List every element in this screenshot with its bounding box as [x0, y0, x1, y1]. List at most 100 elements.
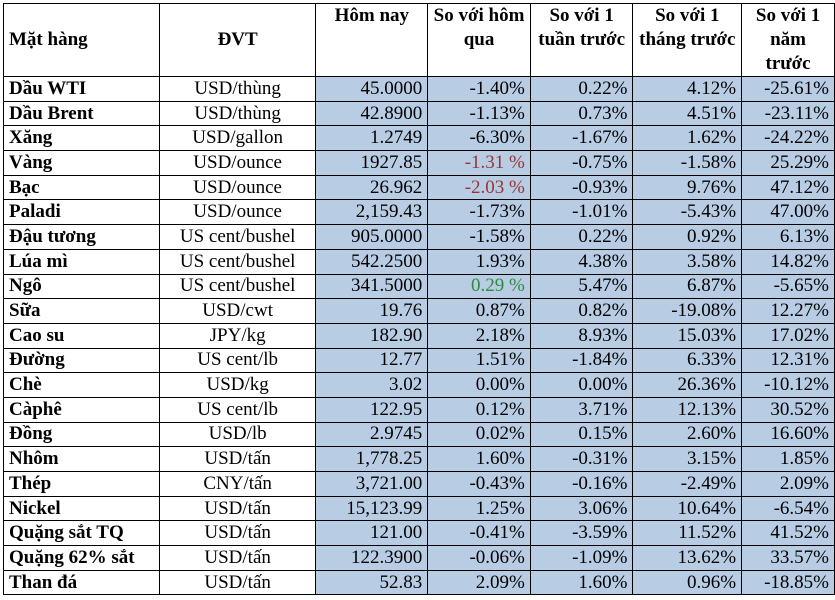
change-vs-yesterday-cell: -1.13%	[427, 100, 531, 127]
item-name-cell: Cao su	[3, 322, 160, 349]
table-row: Lúa mì US cent/bushel 542.2500 1.93% 4.38% 3.…	[3, 248, 835, 275]
change-vs-month-cell: 4.12%	[632, 76, 743, 102]
unit-cell: USD/tấn	[158, 495, 317, 522]
today-price-cell: 15,123.99	[315, 495, 429, 522]
change-vs-month-cell: 6.33%	[632, 347, 743, 374]
today-price-cell: 12.77	[315, 347, 429, 374]
unit-cell: JPY/kg	[158, 322, 317, 349]
change-vs-month-cell: 3.15%	[632, 446, 743, 472]
item-name-cell: Chè	[3, 372, 160, 398]
table-row: Thép CNY/tấn 3,721.00 -0.43% -0.16% -2.49% 2.0…	[3, 471, 835, 497]
change-vs-week-cell: 3.71%	[529, 396, 634, 423]
item-name-cell: Xăng	[3, 125, 160, 152]
change-vs-yesterday-cell: -1.31 %	[427, 150, 531, 176]
change-vs-week-cell: 0.73%	[529, 100, 634, 127]
change-vs-yesterday-cell: -0.06%	[427, 545, 531, 571]
change-vs-week-cell: 0.22%	[529, 224, 634, 250]
table-row: Sữa USD/cwt 19.76 0.87% 0.82% -19.08% 12.27%	[3, 298, 835, 324]
change-vs-week-cell: 1.60%	[529, 569, 634, 596]
unit-cell: USD/kg	[158, 372, 317, 398]
change-vs-yesterday-cell: -1.73%	[427, 199, 531, 226]
today-price-cell: 1.2749	[315, 125, 429, 152]
unit-cell: USD/ounce	[158, 199, 317, 226]
header-item: Mặt hàng	[3, 3, 160, 77]
change-vs-yesterday-cell: -0.43%	[427, 471, 531, 497]
change-vs-year-cell: 1.85%	[741, 446, 835, 472]
change-vs-month-cell: 13.62%	[632, 545, 743, 571]
table-row: Paladi USD/ounce 2,159.43 -1.73% -1.01% -5.43…	[3, 199, 835, 226]
header-vs-year: So với 1 năm trước	[741, 3, 835, 77]
change-vs-month-cell: -1.58%	[632, 150, 743, 176]
today-price-cell: 2,159.43	[315, 199, 429, 226]
change-vs-month-cell: 2.60%	[632, 421, 743, 448]
today-price-cell: 122.95	[315, 396, 429, 423]
change-vs-year-cell: 17.02%	[741, 322, 835, 349]
change-vs-month-cell: 26.36%	[632, 372, 743, 398]
item-name-cell: Nickel	[3, 495, 160, 522]
table-row: Quặng 62% sắt USD/tấn 122.3900 -0.06% -1.09%…	[3, 545, 835, 571]
change-vs-week-cell: -1.84%	[529, 347, 634, 374]
change-vs-year-cell: -18.85%	[741, 569, 835, 596]
header-vs-week: So với 1 tuần trước	[529, 3, 634, 77]
table-row: Càphê US cent/lb 122.95 0.12% 3.71% 12.13% 30.…	[3, 396, 835, 423]
item-name-cell: Sữa	[3, 298, 160, 324]
change-vs-week-cell: -1.01%	[529, 199, 634, 226]
unit-cell: US cent/lb	[158, 396, 317, 423]
change-vs-yesterday-cell: 0.02%	[427, 421, 531, 448]
today-price-cell: 122.3900	[315, 545, 429, 571]
item-name-cell: Dầu WTI	[3, 76, 160, 102]
change-vs-year-cell: -25.61%	[741, 76, 835, 102]
change-vs-yesterday-cell: 0.12%	[427, 396, 531, 423]
today-price-cell: 3,721.00	[315, 471, 429, 497]
today-price-cell: 2.9745	[315, 421, 429, 448]
change-vs-year-cell: 12.31%	[741, 347, 835, 374]
table-row: Chè USD/kg 3.02 0.00% 0.00% 26.36% -10.12%	[3, 372, 835, 398]
change-vs-year-cell: 47.12%	[741, 174, 835, 201]
change-vs-year-cell: 16.60%	[741, 421, 835, 448]
change-vs-yesterday-cell: 1.25%	[427, 495, 531, 522]
change-vs-year-cell: 33.57%	[741, 545, 835, 571]
change-vs-yesterday-cell: 2.09%	[427, 569, 531, 596]
change-vs-year-cell: 41.52%	[741, 520, 835, 547]
today-price-cell: 182.90	[315, 322, 429, 349]
change-vs-week-cell: 3.06%	[529, 495, 634, 522]
unit-cell: US cent/lb	[158, 347, 317, 374]
change-vs-yesterday-cell: -2.03 %	[427, 174, 531, 201]
change-vs-month-cell: -2.49%	[632, 471, 743, 497]
item-name-cell: Dầu Brent	[3, 100, 160, 127]
table-row: Cao su JPY/kg 182.90 2.18% 8.93% 15.03% 17.02%	[3, 322, 835, 349]
change-vs-year-cell: 12.27%	[741, 298, 835, 324]
item-name-cell: Thép	[3, 471, 160, 497]
today-price-cell: 42.8900	[315, 100, 429, 127]
change-vs-yesterday-cell: -1.58%	[427, 224, 531, 250]
today-price-cell: 121.00	[315, 520, 429, 547]
change-vs-yesterday-cell: 1.60%	[427, 446, 531, 472]
table-row: Dầu Brent USD/thùng 42.8900 -1.13% 0.73% 4.51…	[3, 100, 835, 127]
change-vs-month-cell: 10.64%	[632, 495, 743, 522]
today-price-cell: 3.02	[315, 372, 429, 398]
table-row: Xăng USD/gallon 1.2749 -6.30% -1.67% 1.62% -24…	[3, 125, 835, 152]
item-name-cell: Đậu tương	[3, 224, 160, 250]
unit-cell: USD/ounce	[158, 150, 317, 176]
unit-cell: USD/tấn	[158, 545, 317, 571]
change-vs-week-cell: 0.00%	[529, 372, 634, 398]
unit-cell: US cent/bushel	[158, 224, 317, 250]
today-price-cell: 26.962	[315, 174, 429, 201]
unit-cell: CNY/tấn	[158, 471, 317, 497]
change-vs-yesterday-cell: 0.00%	[427, 372, 531, 398]
today-price-cell: 45.0000	[315, 76, 429, 102]
change-vs-week-cell: 0.82%	[529, 298, 634, 324]
today-price-cell: 905.0000	[315, 224, 429, 250]
change-vs-year-cell: -6.54%	[741, 495, 835, 522]
change-vs-week-cell: -1.67%	[529, 125, 634, 152]
change-vs-week-cell: 8.93%	[529, 322, 634, 349]
item-name-cell: Bạc	[3, 174, 160, 201]
change-vs-yesterday-cell: 0.29 %	[427, 273, 531, 300]
change-vs-year-cell: -24.22%	[741, 125, 835, 152]
table-row: Than đá USD/tấn 52.83 2.09% 1.60% 0.96% -18.85…	[3, 569, 835, 596]
change-vs-yesterday-cell: -6.30%	[427, 125, 531, 152]
unit-cell: USD/cwt	[158, 298, 317, 324]
unit-cell: USD/ounce	[158, 174, 317, 201]
item-name-cell: Ngô	[3, 273, 160, 300]
change-vs-yesterday-cell: 0.87%	[427, 298, 531, 324]
